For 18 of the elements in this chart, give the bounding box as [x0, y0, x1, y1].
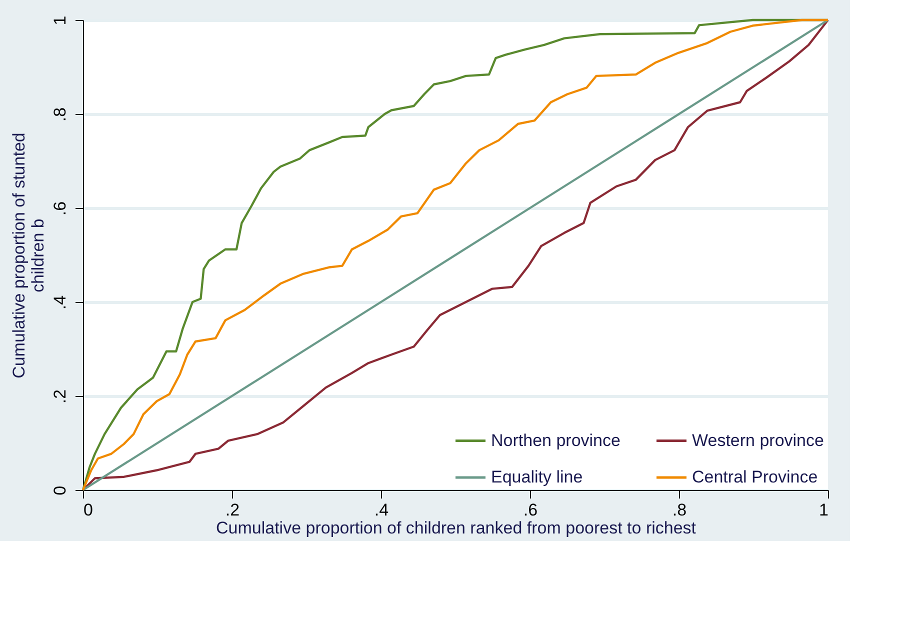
- y-tick-label: .8: [50, 107, 70, 122]
- legend-label: Equality line: [491, 468, 583, 486]
- y-tick-label: .6: [50, 201, 70, 216]
- y-tick-label: .4: [50, 295, 70, 310]
- x-tick-label: .2: [225, 500, 240, 520]
- y-tick-label: 0: [50, 486, 70, 496]
- legend-label: Western province: [692, 430, 824, 450]
- x-tick-label: 0: [84, 500, 93, 520]
- legend-label: Central Province: [692, 468, 818, 486]
- y-axis-title: Cumulative proportion of stunted children b: [10, 132, 48, 378]
- x-tick-label: .8: [672, 500, 687, 520]
- x-axis-title: Cumulative proportion of children ranked from poorest to richest: [216, 518, 696, 538]
- y-tick-label: .2: [50, 389, 70, 404]
- x-tick-label: 1: [819, 500, 828, 520]
- legend-label: Northen province: [491, 430, 620, 450]
- x-tick-label: .4: [374, 500, 389, 520]
- x-tick-label: .6: [523, 500, 538, 520]
- y-tick-label: 1: [50, 16, 70, 26]
